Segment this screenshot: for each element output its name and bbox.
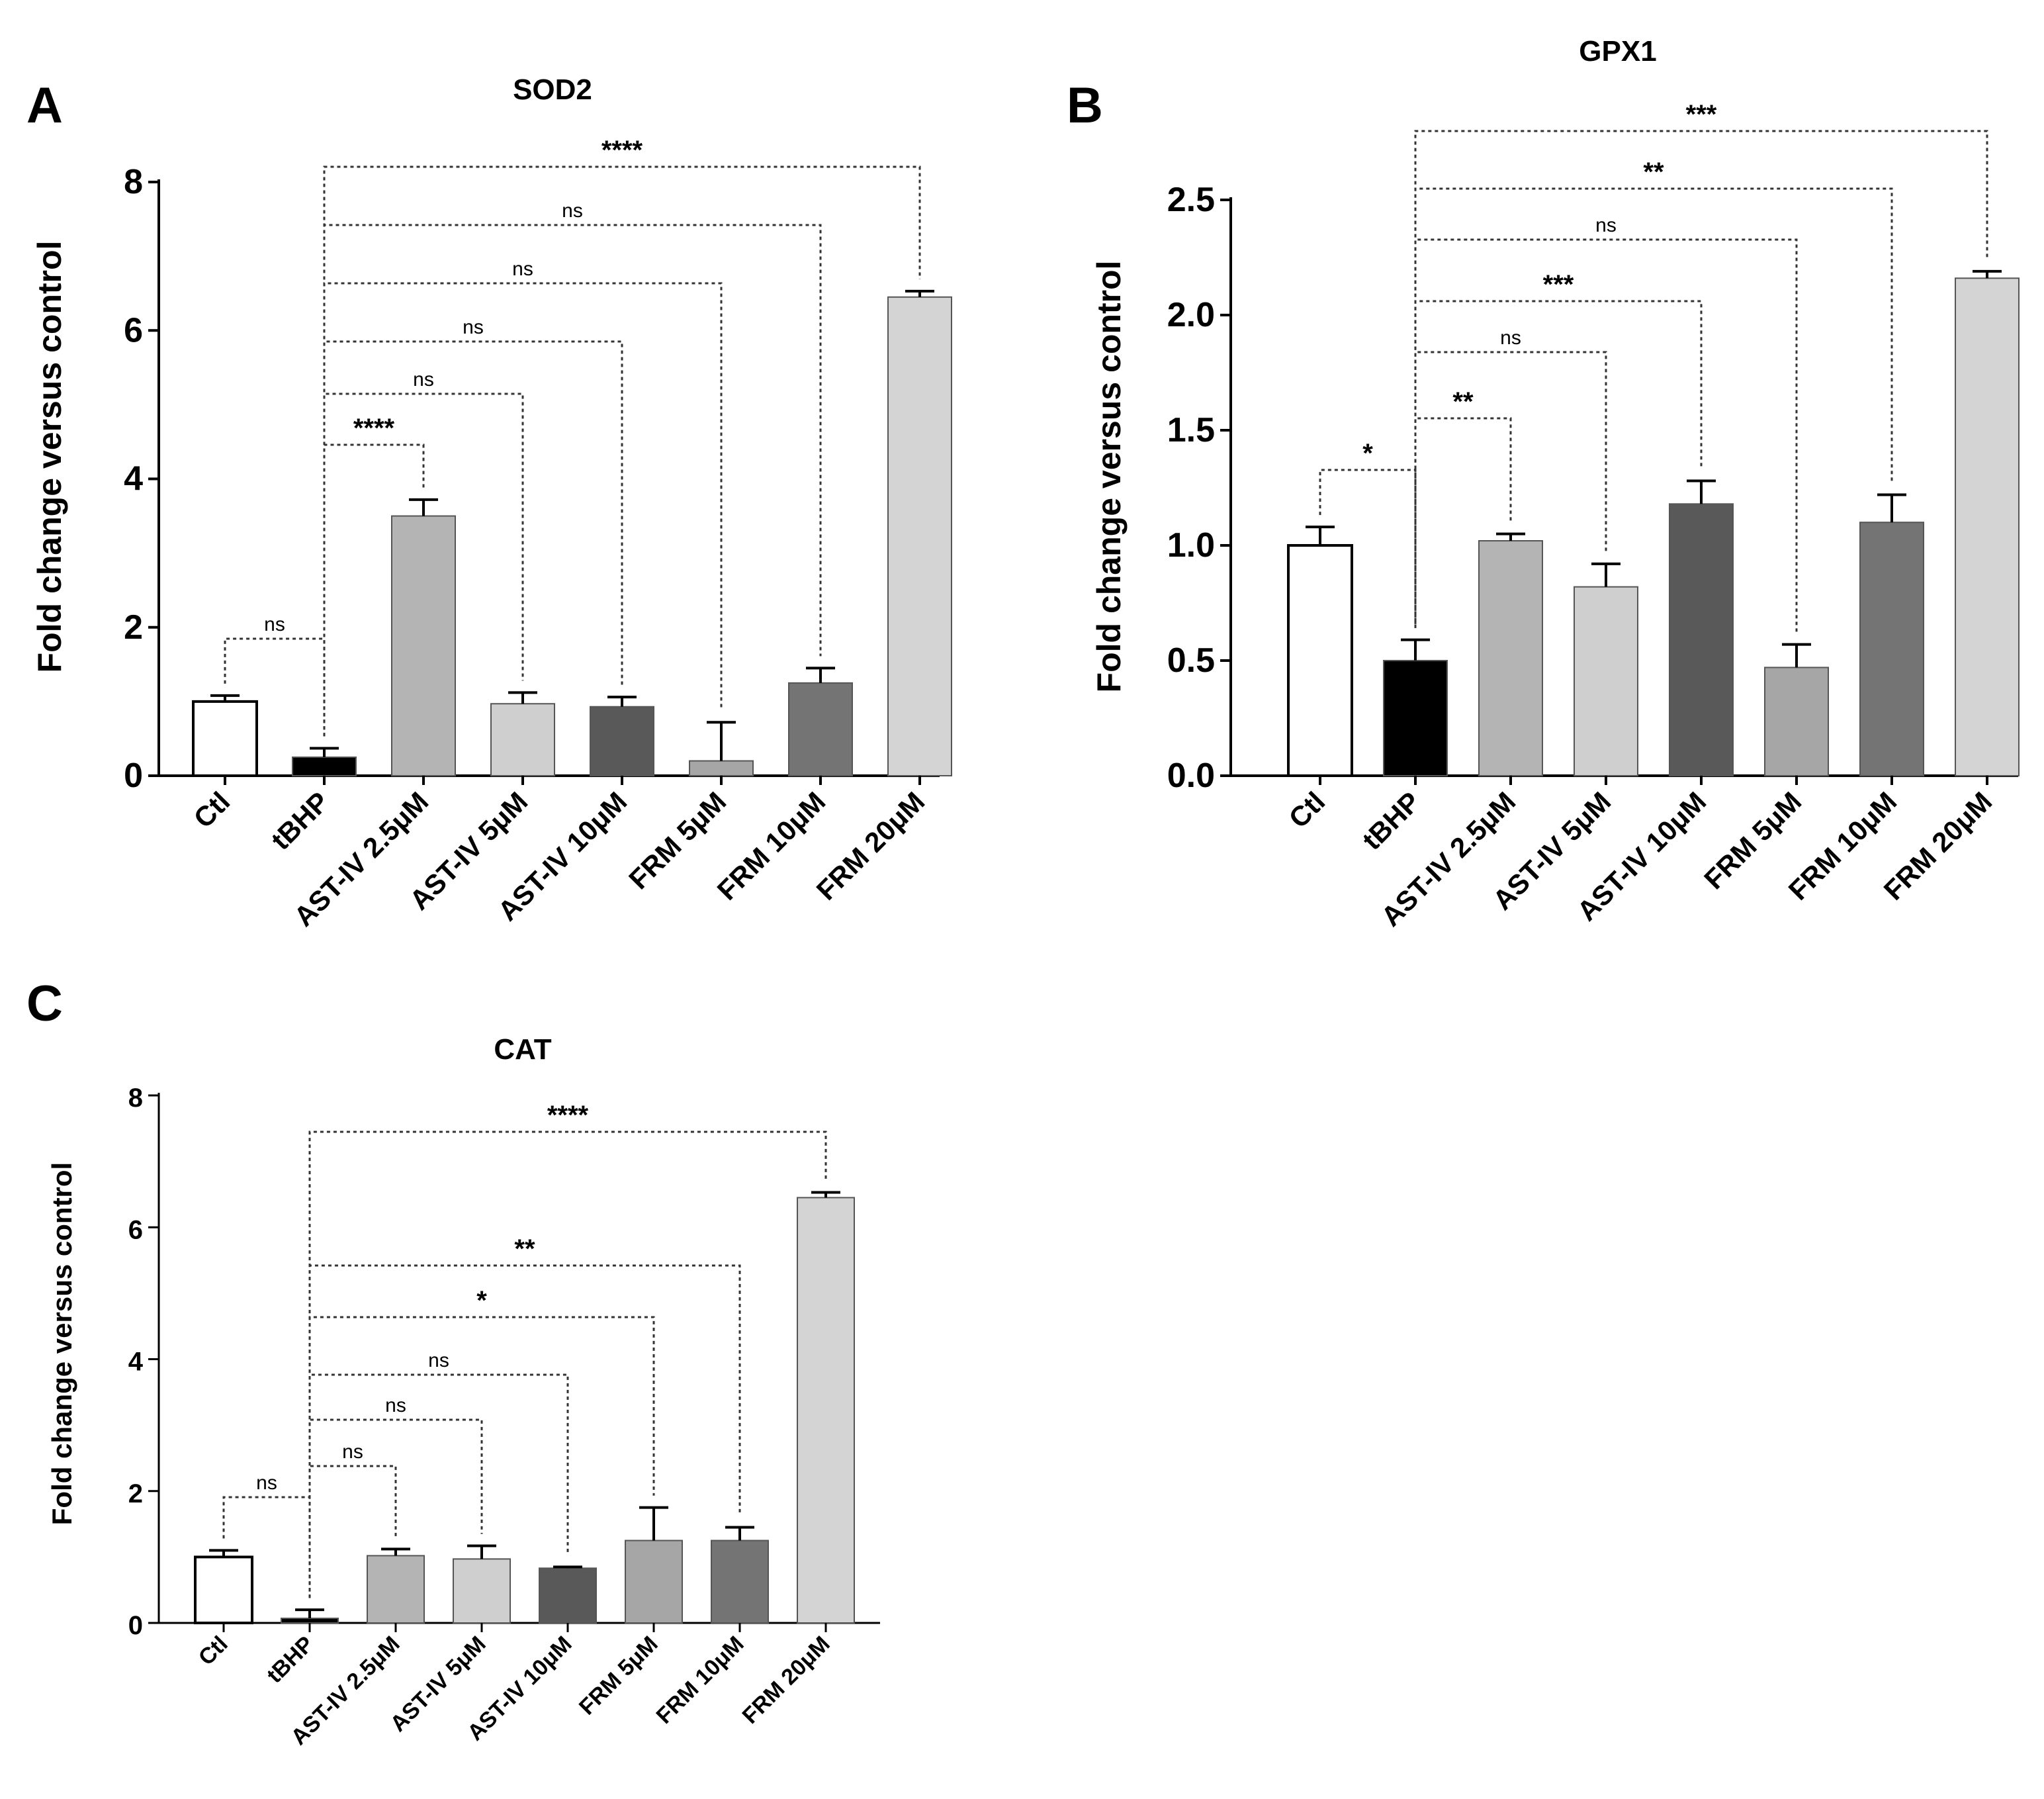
bar-sod2 — [192, 700, 258, 777]
significance-label-cat: ns — [428, 1350, 449, 1371]
y-tick-label-gpx1: 0.0 — [1167, 757, 1215, 795]
category-label-cat: Ctl — [194, 1632, 233, 1671]
chart-gpx1: B GPX1 Fold change versus control 0.0 0.5… — [1067, 35, 2020, 933]
chart-title-gpx1: GPX1 — [1579, 35, 1656, 68]
significance-label-sod2: ns — [264, 614, 285, 635]
bar-cat — [797, 1197, 855, 1624]
category-label-cat: FRM 5μM — [574, 1632, 663, 1720]
significance-bracket-gpx1 — [1414, 300, 1703, 628]
y-tick-label-sod2: 8 — [124, 163, 143, 201]
significance-label-sod2: **** — [601, 136, 643, 165]
significance-label-sod2: ns — [562, 200, 583, 222]
y-axis-label-sod2: Fold change versus control — [31, 241, 68, 673]
bar-cat — [194, 1555, 253, 1624]
category-label-gpx1: Ctl — [1283, 786, 1331, 834]
bar-sod2 — [689, 760, 754, 776]
bar-gpx1 — [1859, 522, 1924, 776]
category-label-sod2: FRM 10μM — [711, 786, 832, 906]
y-tick-label-sod2: 2 — [124, 608, 143, 647]
bar-gpx1 — [1764, 667, 1829, 776]
chart-title-sod2: SOD2 — [513, 73, 592, 106]
bar-gpx1 — [1383, 660, 1448, 776]
significance-bracket-sod2 — [323, 165, 921, 737]
y-tick-label-gpx1: 0.5 — [1167, 641, 1215, 680]
significance-bracket-cat — [308, 1465, 397, 1598]
significance-label-cat: ns — [385, 1395, 406, 1416]
category-label-cat: tBHP — [262, 1632, 319, 1688]
y-tick-label-sod2: 0 — [124, 757, 143, 795]
bar-gpx1 — [1478, 540, 1543, 776]
bar-cat — [539, 1567, 597, 1624]
category-label-gpx1: tBHP — [1356, 786, 1427, 856]
y-axis-label-gpx1: Fold change versus control — [1090, 261, 1128, 693]
y-tick-label-cat: 4 — [128, 1348, 144, 1377]
significance-bracket-gpx1 — [1319, 469, 1417, 628]
significance-bracket-sod2 — [323, 392, 524, 737]
bar-gpx1 — [1287, 544, 1353, 777]
significance-label-gpx1: *** — [1686, 100, 1717, 129]
bar-gpx1 — [1574, 586, 1638, 776]
category-label-sod2: FRM 20μM — [811, 786, 931, 906]
significance-label-gpx1: ** — [1643, 158, 1664, 187]
bar-gpx1 — [1955, 277, 2020, 776]
bar-cat — [367, 1555, 425, 1624]
significance-label-gpx1: ** — [1452, 387, 1474, 416]
significance-label-sod2: ns — [413, 369, 434, 391]
y-tick-label-gpx1: 2.0 — [1167, 296, 1215, 334]
significance-bracket-cat — [222, 1496, 311, 1598]
significance-bracket-cat — [308, 1130, 827, 1598]
y-tick-label-cat: 2 — [128, 1479, 143, 1508]
significance-label-cat: ** — [514, 1234, 535, 1264]
y-tick-label-cat: 6 — [128, 1215, 143, 1244]
y-tick-label-cat: 0 — [128, 1611, 143, 1640]
chart-sod2: A SOD2 Fold change versus control 0 2 4 6 8 C… — [26, 73, 952, 933]
y-tick-label-gpx1: 1.5 — [1167, 411, 1215, 449]
category-label-cat: FRM 10μM — [652, 1632, 749, 1729]
significance-label-sod2: ns — [512, 258, 533, 280]
y-tick-label-sod2: 4 — [124, 460, 143, 498]
significance-label-cat: ns — [342, 1441, 363, 1463]
significance-label-gpx1: ns — [1595, 214, 1617, 236]
y-tick-label-cat: 8 — [128, 1084, 143, 1113]
bar-cat — [281, 1618, 339, 1624]
bar-sod2 — [887, 296, 952, 776]
bar-sod2 — [490, 703, 555, 777]
bar-sod2 — [391, 515, 456, 776]
bar-gpx1 — [1669, 503, 1734, 776]
y-tick-label-gpx1: 1.0 — [1167, 526, 1215, 565]
significance-label-cat: **** — [547, 1101, 589, 1130]
significance-bracket-sod2 — [323, 340, 623, 737]
y-tick-label-gpx1: 2.5 — [1167, 181, 1215, 219]
panel-letter-a: A — [26, 77, 63, 134]
significance-label-sod2: ns — [463, 316, 484, 338]
significance-bracket-gpx1 — [1414, 351, 1607, 628]
significance-label-gpx1: *** — [1543, 270, 1574, 299]
category-label-sod2: tBHP — [265, 786, 335, 856]
significance-bracket-gpx1 — [1414, 130, 1988, 628]
bar-cat — [453, 1558, 511, 1624]
bar-cat — [711, 1540, 769, 1624]
y-tick-label-sod2: 6 — [124, 311, 143, 349]
bar-sod2 — [788, 682, 853, 776]
y-axis-label-cat: Fold change versus control — [46, 1162, 77, 1525]
significance-bracket-cat — [308, 1373, 569, 1598]
panel-letter-b: B — [1067, 77, 1103, 134]
bar-cat — [625, 1540, 683, 1624]
significance-label-cat: ns — [256, 1472, 277, 1494]
significance-label-gpx1: * — [1362, 439, 1373, 468]
significance-label-cat: * — [476, 1286, 487, 1315]
chart-cat: C CAT Fold change versus control 0 2 4 6 8 Ct… — [26, 976, 880, 1750]
chart-title-cat: CAT — [494, 1033, 551, 1066]
category-label-cat: FRM 20μM — [738, 1632, 835, 1729]
significance-label-gpx1: ns — [1500, 327, 1521, 349]
category-label-sod2: Ctl — [188, 786, 236, 834]
significance-label-sod2: **** — [353, 414, 395, 443]
bar-sod2 — [590, 706, 654, 777]
panel-letter-c: C — [26, 976, 63, 1032]
bar-sod2 — [292, 756, 357, 776]
